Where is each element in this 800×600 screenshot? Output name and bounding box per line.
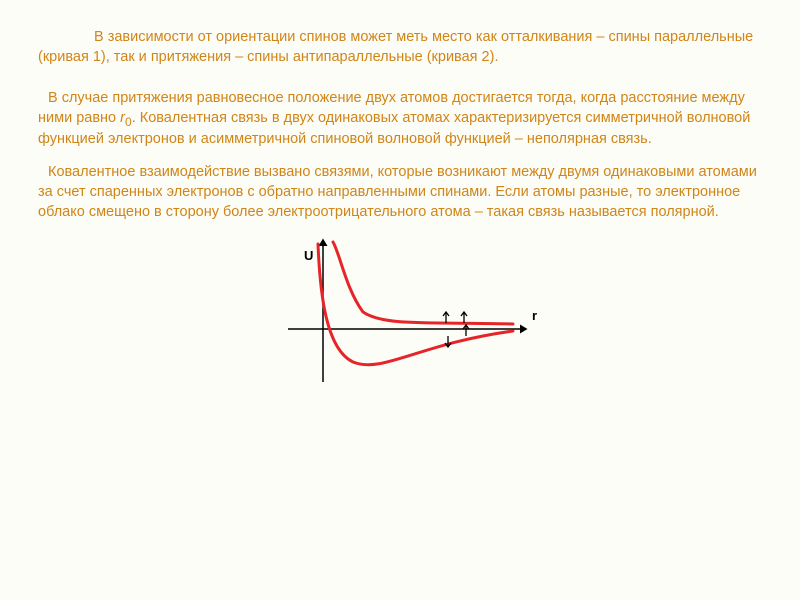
paragraph-2: В случае притяжения равновесное положени… xyxy=(38,89,762,149)
x-axis-label: r xyxy=(532,308,537,323)
intro-paragraph: В зависимости от ориентации спинов может… xyxy=(38,28,762,67)
p2-sub: 0 xyxy=(125,115,132,129)
p2-text-b: . Ковалентная связь в двух одинаковых ат… xyxy=(38,110,750,147)
paragraph-3: Ковалентное взаимодействие вызвано связя… xyxy=(38,163,762,222)
potential-curves-chart: U r xyxy=(268,234,568,384)
y-axis-label: U xyxy=(304,248,313,263)
